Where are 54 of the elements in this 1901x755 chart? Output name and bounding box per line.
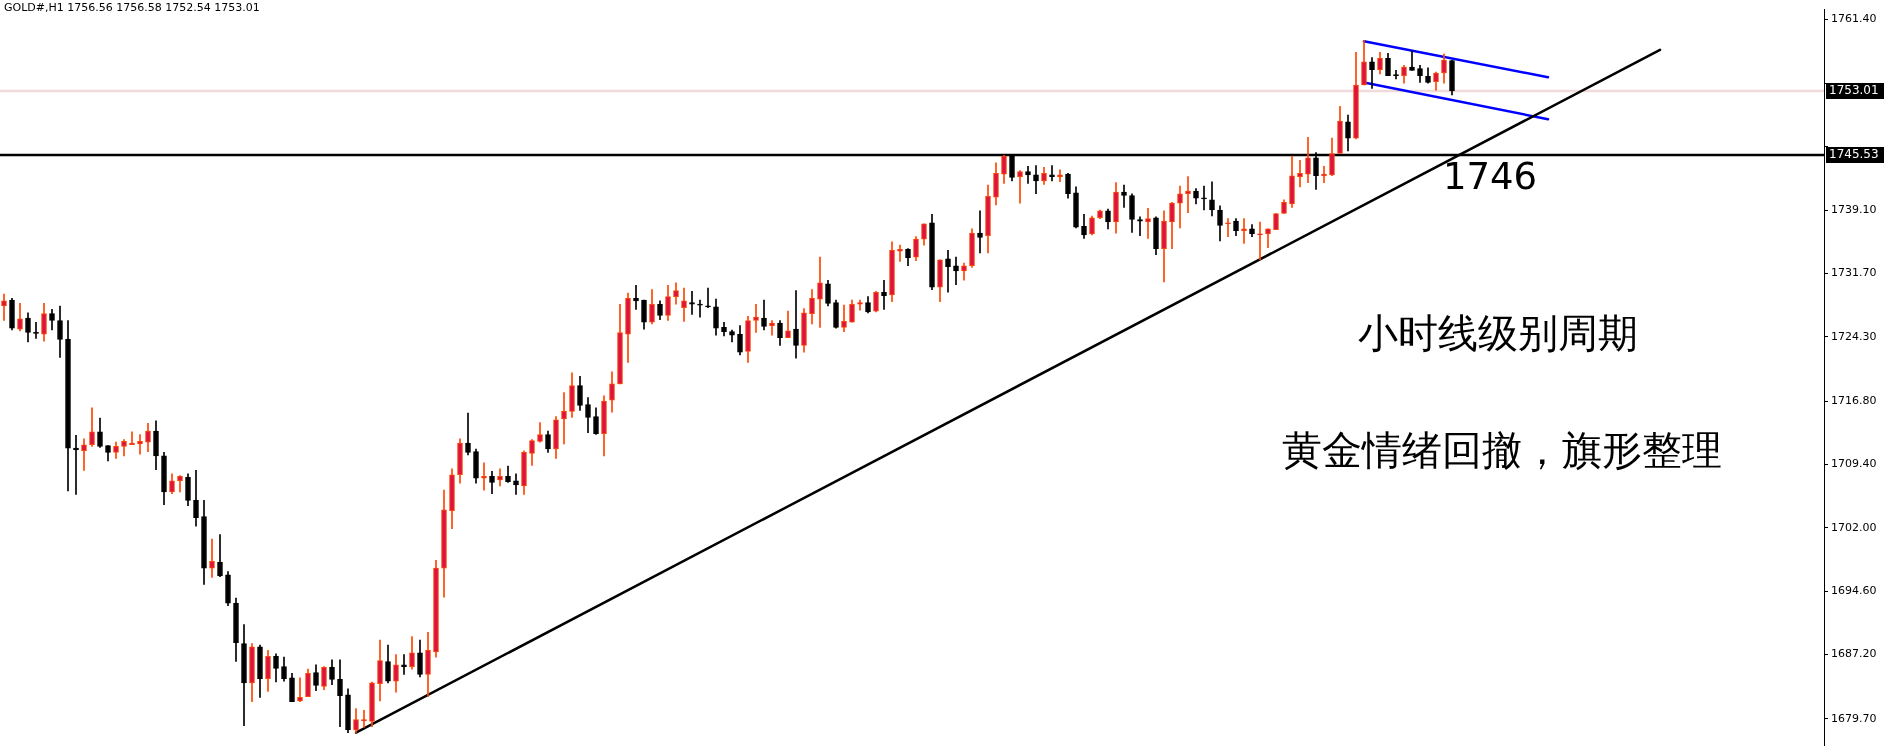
candlestick	[481, 462, 487, 491]
candlestick	[297, 677, 303, 703]
y-tick-label: 1724.30	[1831, 329, 1877, 343]
candlestick	[81, 438, 87, 471]
candlestick	[945, 249, 951, 293]
candlestick	[1409, 50, 1415, 71]
y-tick-label: 1761.40	[1831, 11, 1877, 25]
y-tick-label: 1716.80	[1831, 393, 1877, 407]
candlestick	[753, 303, 759, 333]
candlestick	[497, 468, 503, 487]
candlestick	[337, 659, 343, 727]
candlestick	[1257, 221, 1263, 261]
candlestick	[881, 279, 887, 310]
y-tick-label: 1731.70	[1831, 266, 1877, 280]
candlestick	[1033, 165, 1039, 195]
candlestick	[465, 412, 471, 456]
candlestick	[561, 392, 567, 445]
candlestick	[1297, 160, 1303, 188]
y-tick-label: 1694.60	[1831, 584, 1877, 598]
candlestick	[1137, 216, 1143, 237]
chart-title: GOLD#,H1 1756.56 1756.58 1752.54 1753.01	[4, 1, 260, 14]
candlestick	[1121, 184, 1127, 208]
annotation: 黄金情绪回撤，旗形整理	[1282, 427, 1722, 473]
annotation: 小时线级别周期	[1358, 310, 1638, 356]
ref-line-label: 1753.01	[1829, 83, 1879, 98]
candlestick	[1201, 185, 1207, 211]
y-tick-label: 1739.10	[1831, 202, 1877, 216]
candlestick	[1025, 166, 1031, 184]
candlestick	[401, 654, 407, 675]
candlestick	[953, 256, 959, 285]
candlestick	[633, 285, 639, 310]
candlestick	[1369, 57, 1375, 89]
candlestick	[897, 244, 903, 262]
ref-line-label: 1745.53	[1829, 147, 1879, 162]
candlestick	[1049, 165, 1055, 182]
candlestick	[705, 287, 711, 309]
candlestick	[818, 256, 822, 328]
y-tick-label: 1709.40	[1831, 457, 1877, 471]
y-tick-label: 1679.70	[1831, 711, 1877, 725]
candlestick	[697, 299, 703, 318]
candlestick	[681, 287, 687, 322]
candlestick	[209, 538, 215, 578]
candlestick	[1145, 208, 1151, 239]
annotation: 1746	[1443, 155, 1538, 198]
candlestick	[1017, 170, 1023, 204]
candlestick	[1057, 169, 1063, 183]
y-tick-label: 1687.20	[1831, 647, 1877, 661]
candlestick	[513, 473, 519, 495]
y-tick-label: 1702.00	[1831, 520, 1877, 534]
candlestick	[1225, 218, 1231, 237]
candlestick	[689, 291, 695, 315]
candlestick	[1241, 218, 1247, 244]
candlestick	[977, 210, 983, 254]
candlestick	[793, 290, 799, 359]
